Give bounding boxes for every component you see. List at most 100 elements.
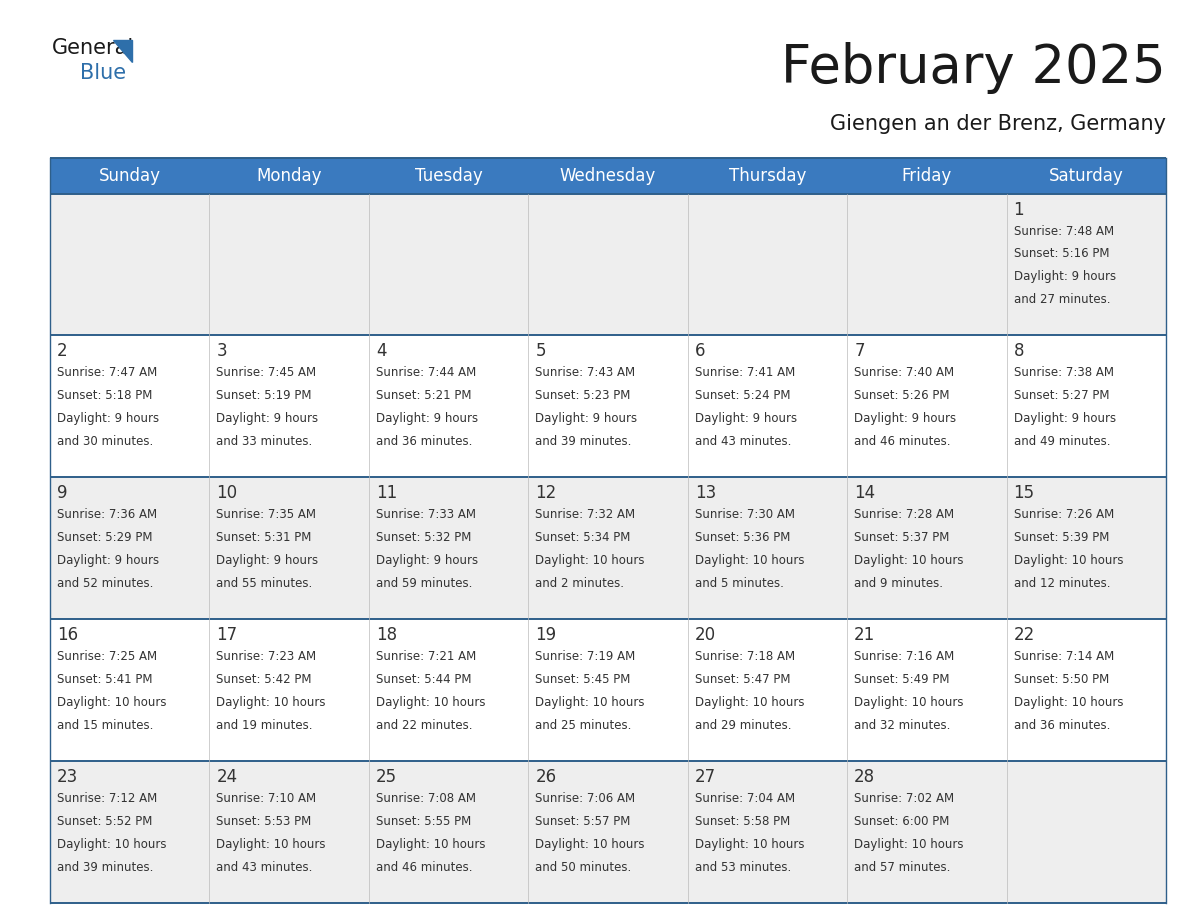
Text: Sunrise: 7:36 AM: Sunrise: 7:36 AM: [57, 509, 157, 521]
Text: Sunset: 5:39 PM: Sunset: 5:39 PM: [1013, 532, 1108, 544]
Text: and 32 minutes.: and 32 minutes.: [854, 719, 950, 732]
Text: Sunrise: 7:44 AM: Sunrise: 7:44 AM: [375, 366, 476, 379]
Text: Sunset: 5:47 PM: Sunset: 5:47 PM: [695, 673, 790, 686]
Text: 12: 12: [536, 485, 556, 502]
Text: 22: 22: [1013, 626, 1035, 644]
Text: Sunrise: 7:28 AM: Sunrise: 7:28 AM: [854, 509, 954, 521]
Text: and 29 minutes.: and 29 minutes.: [695, 719, 791, 732]
Text: Sunrise: 7:23 AM: Sunrise: 7:23 AM: [216, 650, 316, 663]
Text: 19: 19: [536, 626, 556, 644]
Text: and 36 minutes.: and 36 minutes.: [375, 435, 473, 448]
Text: Daylight: 9 hours: Daylight: 9 hours: [375, 554, 478, 567]
Text: Daylight: 9 hours: Daylight: 9 hours: [1013, 412, 1116, 425]
Text: 2: 2: [57, 342, 68, 361]
Text: Daylight: 10 hours: Daylight: 10 hours: [216, 696, 326, 709]
Text: Sunset: 5:19 PM: Sunset: 5:19 PM: [216, 389, 312, 402]
Text: Daylight: 10 hours: Daylight: 10 hours: [536, 696, 645, 709]
Text: 8: 8: [1013, 342, 1024, 361]
Text: Daylight: 10 hours: Daylight: 10 hours: [854, 838, 963, 851]
Text: 16: 16: [57, 626, 78, 644]
Text: Sunrise: 7:19 AM: Sunrise: 7:19 AM: [536, 650, 636, 663]
Text: Sunset: 5:44 PM: Sunset: 5:44 PM: [375, 673, 472, 686]
Text: Daylight: 10 hours: Daylight: 10 hours: [695, 838, 804, 851]
Text: Sunrise: 7:02 AM: Sunrise: 7:02 AM: [854, 792, 954, 805]
Text: Sunset: 5:21 PM: Sunset: 5:21 PM: [375, 389, 472, 402]
Text: Sunset: 5:23 PM: Sunset: 5:23 PM: [536, 389, 631, 402]
Bar: [50, 158, 1165, 194]
Text: 3: 3: [216, 342, 227, 361]
Text: and 36 minutes.: and 36 minutes.: [1013, 719, 1110, 732]
Bar: [50, 194, 1165, 335]
Text: February 2025: February 2025: [782, 42, 1165, 94]
Text: 7: 7: [854, 342, 865, 361]
Text: and 5 minutes.: and 5 minutes.: [695, 577, 784, 590]
Text: and 30 minutes.: and 30 minutes.: [57, 435, 153, 448]
Text: and 49 minutes.: and 49 minutes.: [1013, 435, 1110, 448]
Text: Daylight: 9 hours: Daylight: 9 hours: [375, 412, 478, 425]
Text: Sunrise: 7:40 AM: Sunrise: 7:40 AM: [854, 366, 954, 379]
Text: Sunrise: 7:06 AM: Sunrise: 7:06 AM: [536, 792, 636, 805]
Text: Daylight: 9 hours: Daylight: 9 hours: [216, 412, 318, 425]
Bar: [50, 620, 1165, 761]
Text: and 25 minutes.: and 25 minutes.: [536, 719, 632, 732]
Text: and 2 minutes.: and 2 minutes.: [536, 577, 624, 590]
Text: Daylight: 10 hours: Daylight: 10 hours: [695, 696, 804, 709]
Text: 20: 20: [695, 626, 716, 644]
Text: 6: 6: [695, 342, 706, 361]
Text: Daylight: 10 hours: Daylight: 10 hours: [854, 696, 963, 709]
Text: Sunrise: 7:14 AM: Sunrise: 7:14 AM: [1013, 650, 1114, 663]
Text: 24: 24: [216, 768, 238, 786]
Text: 1: 1: [1013, 200, 1024, 218]
Text: Sunset: 5:55 PM: Sunset: 5:55 PM: [375, 815, 472, 828]
Text: Monday: Monday: [257, 167, 322, 185]
Text: Sunrise: 7:48 AM: Sunrise: 7:48 AM: [1013, 225, 1113, 238]
Text: Sunset: 6:00 PM: Sunset: 6:00 PM: [854, 815, 949, 828]
Text: and 57 minutes.: and 57 minutes.: [854, 861, 950, 874]
Text: and 43 minutes.: and 43 minutes.: [216, 861, 312, 874]
Text: and 22 minutes.: and 22 minutes.: [375, 719, 473, 732]
Text: Sunset: 5:53 PM: Sunset: 5:53 PM: [216, 815, 311, 828]
Text: Sunset: 5:45 PM: Sunset: 5:45 PM: [536, 673, 631, 686]
Text: Sunrise: 7:04 AM: Sunrise: 7:04 AM: [695, 792, 795, 805]
Text: Sunset: 5:16 PM: Sunset: 5:16 PM: [1013, 248, 1110, 261]
Text: and 52 minutes.: and 52 minutes.: [57, 577, 153, 590]
Text: Daylight: 9 hours: Daylight: 9 hours: [854, 412, 956, 425]
Text: and 9 minutes.: and 9 minutes.: [854, 577, 943, 590]
Text: and 55 minutes.: and 55 minutes.: [216, 577, 312, 590]
Text: Sunset: 5:37 PM: Sunset: 5:37 PM: [854, 532, 949, 544]
Text: 10: 10: [216, 485, 238, 502]
Text: Sunrise: 7:08 AM: Sunrise: 7:08 AM: [375, 792, 476, 805]
Text: Sunset: 5:49 PM: Sunset: 5:49 PM: [854, 673, 949, 686]
Text: and 39 minutes.: and 39 minutes.: [57, 861, 153, 874]
Text: Sunset: 5:32 PM: Sunset: 5:32 PM: [375, 532, 472, 544]
Text: Sunset: 5:26 PM: Sunset: 5:26 PM: [854, 389, 949, 402]
Text: and 43 minutes.: and 43 minutes.: [695, 435, 791, 448]
Text: 11: 11: [375, 485, 397, 502]
Text: Sunrise: 7:26 AM: Sunrise: 7:26 AM: [1013, 509, 1114, 521]
Text: 25: 25: [375, 768, 397, 786]
Text: and 46 minutes.: and 46 minutes.: [854, 435, 950, 448]
Text: Sunrise: 7:33 AM: Sunrise: 7:33 AM: [375, 509, 476, 521]
Text: 5: 5: [536, 342, 545, 361]
Text: Sunrise: 7:25 AM: Sunrise: 7:25 AM: [57, 650, 157, 663]
Text: Sunrise: 7:32 AM: Sunrise: 7:32 AM: [536, 509, 636, 521]
Text: Sunrise: 7:30 AM: Sunrise: 7:30 AM: [695, 509, 795, 521]
Text: Sunset: 5:24 PM: Sunset: 5:24 PM: [695, 389, 790, 402]
Text: Sunrise: 7:41 AM: Sunrise: 7:41 AM: [695, 366, 795, 379]
Text: Sunset: 5:58 PM: Sunset: 5:58 PM: [695, 815, 790, 828]
Text: Sunset: 5:50 PM: Sunset: 5:50 PM: [1013, 673, 1108, 686]
Text: Daylight: 10 hours: Daylight: 10 hours: [216, 838, 326, 851]
Text: Sunset: 5:36 PM: Sunset: 5:36 PM: [695, 532, 790, 544]
Text: 18: 18: [375, 626, 397, 644]
Text: General: General: [52, 38, 134, 58]
Text: Sunrise: 7:18 AM: Sunrise: 7:18 AM: [695, 650, 795, 663]
Text: and 15 minutes.: and 15 minutes.: [57, 719, 153, 732]
Text: 28: 28: [854, 768, 876, 786]
Text: Sunset: 5:57 PM: Sunset: 5:57 PM: [536, 815, 631, 828]
Text: and 12 minutes.: and 12 minutes.: [1013, 577, 1110, 590]
Text: Daylight: 10 hours: Daylight: 10 hours: [57, 696, 166, 709]
Text: Daylight: 10 hours: Daylight: 10 hours: [536, 554, 645, 567]
Text: and 19 minutes.: and 19 minutes.: [216, 719, 312, 732]
Text: Giengen an der Brenz, Germany: Giengen an der Brenz, Germany: [830, 114, 1165, 134]
Text: 4: 4: [375, 342, 386, 361]
